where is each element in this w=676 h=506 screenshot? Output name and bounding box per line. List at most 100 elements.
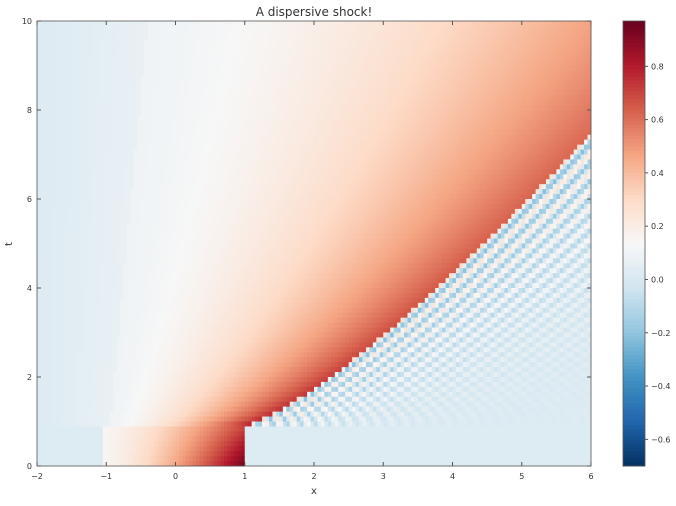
heatmap-cell [542,139,547,146]
heatmap-cell [127,60,131,66]
heatmap-cell [552,30,557,37]
heatmap-cell [289,25,294,32]
heatmap-cell [99,70,104,76]
heatmap-cell [43,21,48,27]
heatmap-cell [424,90,429,96]
heatmap-cell [127,110,131,116]
heatmap-cell [348,70,353,76]
heatmap-cell [300,35,305,42]
heatmap-cell [158,149,163,155]
heatmap-cell [455,114,460,121]
heatmap-cell [518,124,523,131]
heatmap-cell [365,164,370,170]
heatmap-cell [272,25,277,32]
heatmap-cell [559,25,564,32]
heatmap-cell [345,60,350,66]
heatmap-cell [144,129,149,136]
heatmap-cell [334,45,339,52]
heatmap-cell [78,129,83,136]
heatmap-cell [404,75,408,81]
heatmap-cell [449,55,453,61]
heatmap-cell [88,124,93,131]
heatmap-cell [497,144,502,150]
heatmap-cell [535,90,540,96]
heatmap-cell [300,124,305,131]
heatmap-cell [230,50,235,57]
heatmap-cell [116,169,121,175]
heatmap-cell [320,105,325,111]
heatmap-cell [573,149,578,155]
heatmap-cell [265,60,270,66]
heatmap-cell [428,110,433,116]
heatmap-cell [345,25,350,32]
heatmap-cell [120,65,124,71]
heatmap-cell [161,35,166,42]
heatmap-cell [549,30,554,37]
heatmap-cell [178,45,183,52]
heatmap-cell [165,45,169,52]
heatmap-cell [435,70,440,76]
heatmap-cell [320,35,325,42]
heatmap-cell [365,124,370,131]
heatmap-cell [424,80,429,86]
heatmap-cell [182,35,187,42]
heatmap-cell [144,164,149,170]
heatmap-cell [542,149,547,155]
heatmap-cell [410,65,415,71]
heatmap-cell [580,154,585,160]
heatmap-cell [438,169,443,175]
heatmap-cell [210,45,214,52]
heatmap-cell [144,159,149,165]
heatmap-cell [532,124,536,131]
heatmap-cell [442,105,446,111]
heatmap-cell [545,90,550,96]
heatmap-cell [390,50,395,57]
heatmap-cell [113,40,118,47]
heatmap-cell [75,129,79,136]
heatmap-cell [47,25,52,32]
heatmap-cell [172,65,176,71]
heatmap-cell [88,25,93,32]
heatmap-cell [82,75,86,81]
heatmap-cell [417,75,422,81]
heatmap-cell [85,110,90,116]
heatmap-cell [68,100,73,106]
heatmap-cell [345,85,350,91]
heatmap-cell [365,30,370,37]
heatmap-cell [573,35,578,42]
heatmap-cell [50,149,55,155]
heatmap-cell [189,139,194,146]
heatmap-cell [203,159,208,165]
heatmap-cell [369,149,374,155]
heatmap-cell [57,75,62,81]
heatmap-cell [404,164,408,170]
heatmap-cell [213,124,218,131]
heatmap-cell [331,169,336,175]
heatmap-cell [137,25,142,32]
heatmap-cell [40,100,45,106]
heatmap-cell [438,149,443,155]
heatmap-cell [365,144,370,150]
heatmap-cell [563,35,568,42]
heatmap-cell [99,149,104,155]
heatmap-cell [314,149,318,155]
heatmap-cell [47,164,52,170]
heatmap-cell [459,129,464,136]
heatmap-cell [331,30,336,37]
heatmap-cell [133,60,138,66]
heatmap-cell [54,159,59,165]
heatmap-cell [462,149,467,155]
heatmap-cell [518,80,523,86]
heatmap-cell [365,100,370,106]
heatmap-cell [227,60,232,66]
heatmap-cell [317,55,322,61]
heatmap-cell [40,60,45,66]
heatmap-cell [556,45,561,52]
heatmap-cell [331,159,336,165]
heatmap-cell [130,90,135,96]
heatmap-cell [230,105,235,111]
heatmap-cell [154,85,159,91]
heatmap-cell [241,80,246,86]
heatmap-cell [504,95,509,101]
heatmap-cell [379,144,384,150]
